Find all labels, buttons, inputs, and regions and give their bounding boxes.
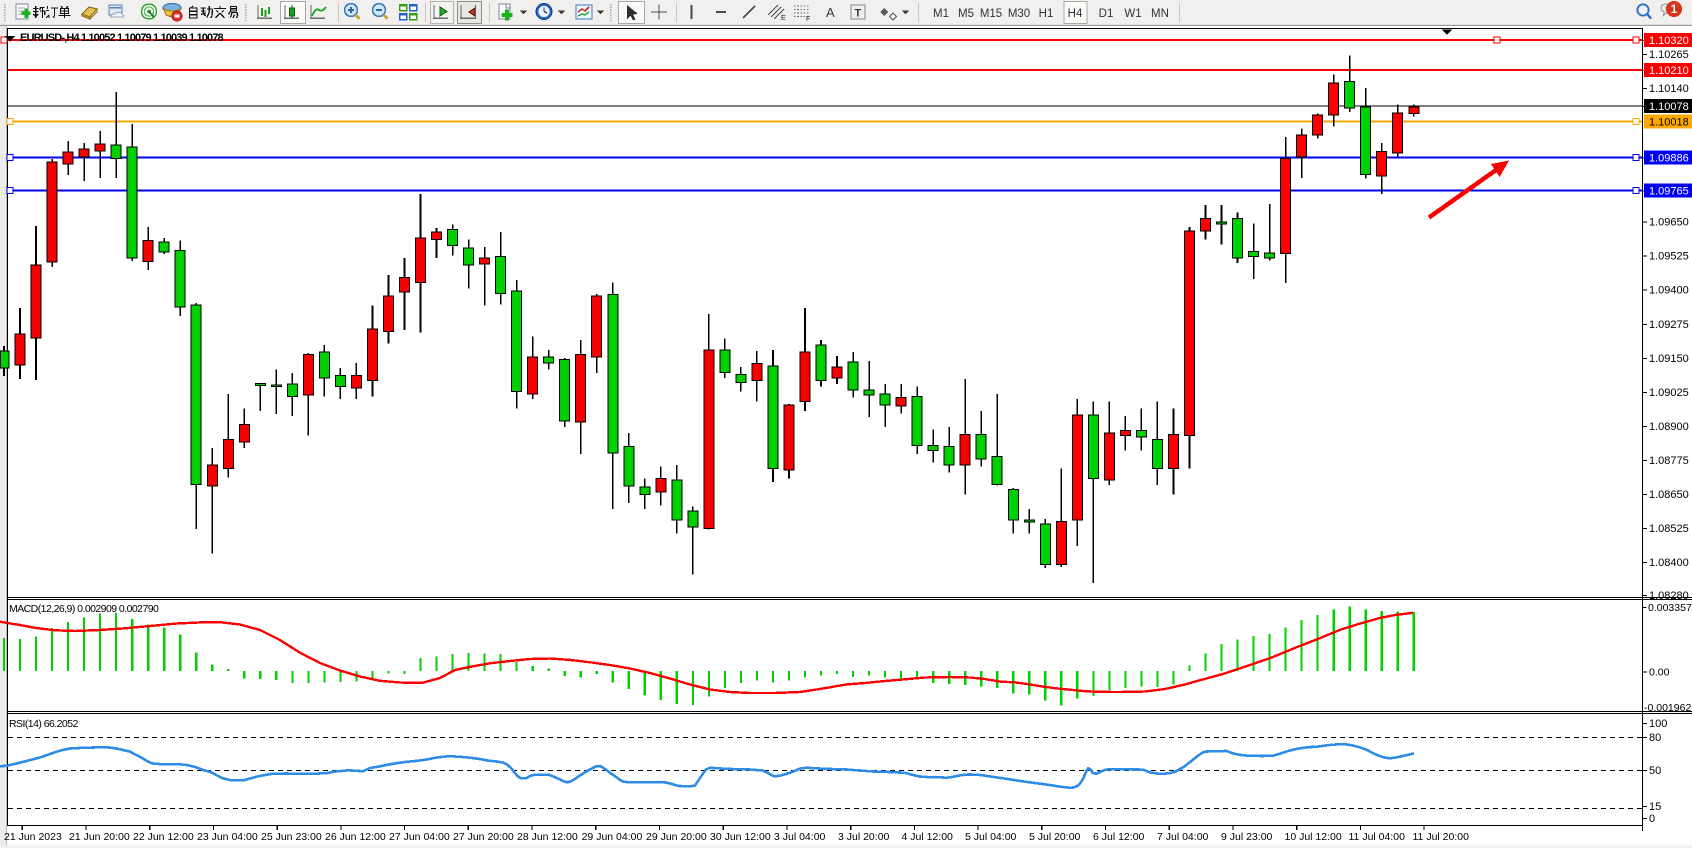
svg-text:T: T — [855, 8, 862, 20]
svg-text:21 Jun 20:00: 21 Jun 20:00 — [69, 831, 130, 843]
svg-text:1.10265: 1.10265 — [1649, 49, 1689, 61]
svg-text:RSI(14) 66.2052: RSI(14) 66.2052 — [9, 718, 79, 730]
svg-text:1.09400: 1.09400 — [1649, 285, 1689, 297]
svg-text:MACD(12,26,9) 0.002909 0.00279: MACD(12,26,9) 0.002909 0.002790 — [9, 603, 159, 615]
svg-text:1.08775: 1.08775 — [1649, 455, 1689, 467]
svg-text:1.09025: 1.09025 — [1649, 387, 1689, 399]
svg-text:M1: M1 — [933, 8, 949, 20]
svg-text:1: 1 — [1671, 4, 1678, 16]
svg-text:11 Jul 04:00: 11 Jul 04:00 — [1349, 831, 1406, 843]
svg-text:EURUSD-,H4 1.10052 1.10079 1.: EURUSD-,H4 1.10052 1.10079 1.10039 1.100… — [20, 32, 224, 44]
svg-text:26 Jun 12:00: 26 Jun 12:00 — [325, 831, 386, 843]
svg-text:1.09275: 1.09275 — [1649, 319, 1689, 331]
svg-text:10 Jul 12:00: 10 Jul 12:00 — [1285, 831, 1342, 843]
svg-text:E: E — [781, 15, 786, 22]
svg-text:27 Jun 04:00: 27 Jun 04:00 — [389, 831, 450, 843]
svg-text:1.10018: 1.10018 — [1649, 117, 1689, 129]
svg-text:27 Jun 20:00: 27 Jun 20:00 — [453, 831, 514, 843]
svg-text:100: 100 — [1649, 718, 1667, 730]
svg-text:29 Jun 20:00: 29 Jun 20:00 — [646, 831, 707, 843]
svg-text:30 Jun 12:00: 30 Jun 12:00 — [710, 831, 771, 843]
svg-text:1.08900: 1.08900 — [1649, 421, 1689, 433]
svg-text:M30: M30 — [1008, 8, 1030, 20]
svg-text:W1: W1 — [1124, 8, 1141, 20]
svg-text:50: 50 — [1649, 765, 1661, 777]
svg-text:22 Jun 12:00: 22 Jun 12:00 — [133, 831, 194, 843]
svg-text:4 Jul 12:00: 4 Jul 12:00 — [902, 831, 954, 843]
svg-text:1.08280: 1.08280 — [1649, 590, 1689, 602]
svg-text:1.10078: 1.10078 — [1649, 101, 1689, 113]
svg-text:1.08650: 1.08650 — [1649, 489, 1689, 501]
svg-text:H1: H1 — [1039, 8, 1054, 20]
svg-text:1.09525: 1.09525 — [1649, 251, 1689, 263]
svg-text:11 Jul 20:00: 11 Jul 20:00 — [1413, 831, 1470, 843]
svg-text:15: 15 — [1649, 801, 1661, 813]
svg-text:9 Jul 23:00: 9 Jul 23:00 — [1221, 831, 1273, 843]
svg-text:1.10320: 1.10320 — [1649, 35, 1689, 47]
svg-text:1.09650: 1.09650 — [1649, 217, 1689, 229]
svg-text:F: F — [806, 16, 810, 23]
svg-text:5 Jul 20:00: 5 Jul 20:00 — [1029, 831, 1081, 843]
svg-text:A: A — [826, 5, 835, 20]
svg-text:M5: M5 — [958, 8, 974, 20]
svg-text:6 Jul 12:00: 6 Jul 12:00 — [1093, 831, 1145, 843]
svg-text:1.10210: 1.10210 — [1649, 65, 1689, 77]
svg-text:3 Jul 20:00: 3 Jul 20:00 — [838, 831, 890, 843]
svg-text:D1: D1 — [1099, 8, 1114, 20]
svg-text:28 Jun 12:00: 28 Jun 12:00 — [517, 831, 578, 843]
svg-text:1.10140: 1.10140 — [1649, 83, 1689, 95]
svg-text:7 Jul 04:00: 7 Jul 04:00 — [1157, 831, 1209, 843]
svg-text:1.08525: 1.08525 — [1649, 523, 1689, 535]
svg-text:M15: M15 — [980, 8, 1002, 20]
svg-text:0.003357: 0.003357 — [1648, 602, 1692, 614]
svg-text:1.09886: 1.09886 — [1649, 153, 1689, 165]
svg-text:25 Jun 23:00: 25 Jun 23:00 — [261, 831, 322, 843]
svg-text:29 Jun 04:00: 29 Jun 04:00 — [582, 831, 643, 843]
svg-text:3 Jul 04:00: 3 Jul 04:00 — [774, 831, 826, 843]
svg-text:80: 80 — [1649, 732, 1661, 744]
svg-text:21 Jun 2023: 21 Jun 2023 — [4, 831, 62, 843]
svg-text:1.09765: 1.09765 — [1649, 186, 1689, 198]
svg-text:23 Jun 04:00: 23 Jun 04:00 — [197, 831, 258, 843]
svg-text:MN: MN — [1151, 8, 1169, 20]
svg-text:H4: H4 — [1068, 8, 1083, 20]
svg-text:-0.001962: -0.001962 — [1644, 702, 1691, 714]
svg-text:5 Jul 04:00: 5 Jul 04:00 — [965, 831, 1017, 843]
svg-text:1.09150: 1.09150 — [1649, 353, 1689, 365]
svg-text:0: 0 — [1649, 813, 1655, 825]
svg-text:0.00: 0.00 — [1649, 667, 1670, 679]
svg-text:1.08400: 1.08400 — [1649, 557, 1689, 569]
